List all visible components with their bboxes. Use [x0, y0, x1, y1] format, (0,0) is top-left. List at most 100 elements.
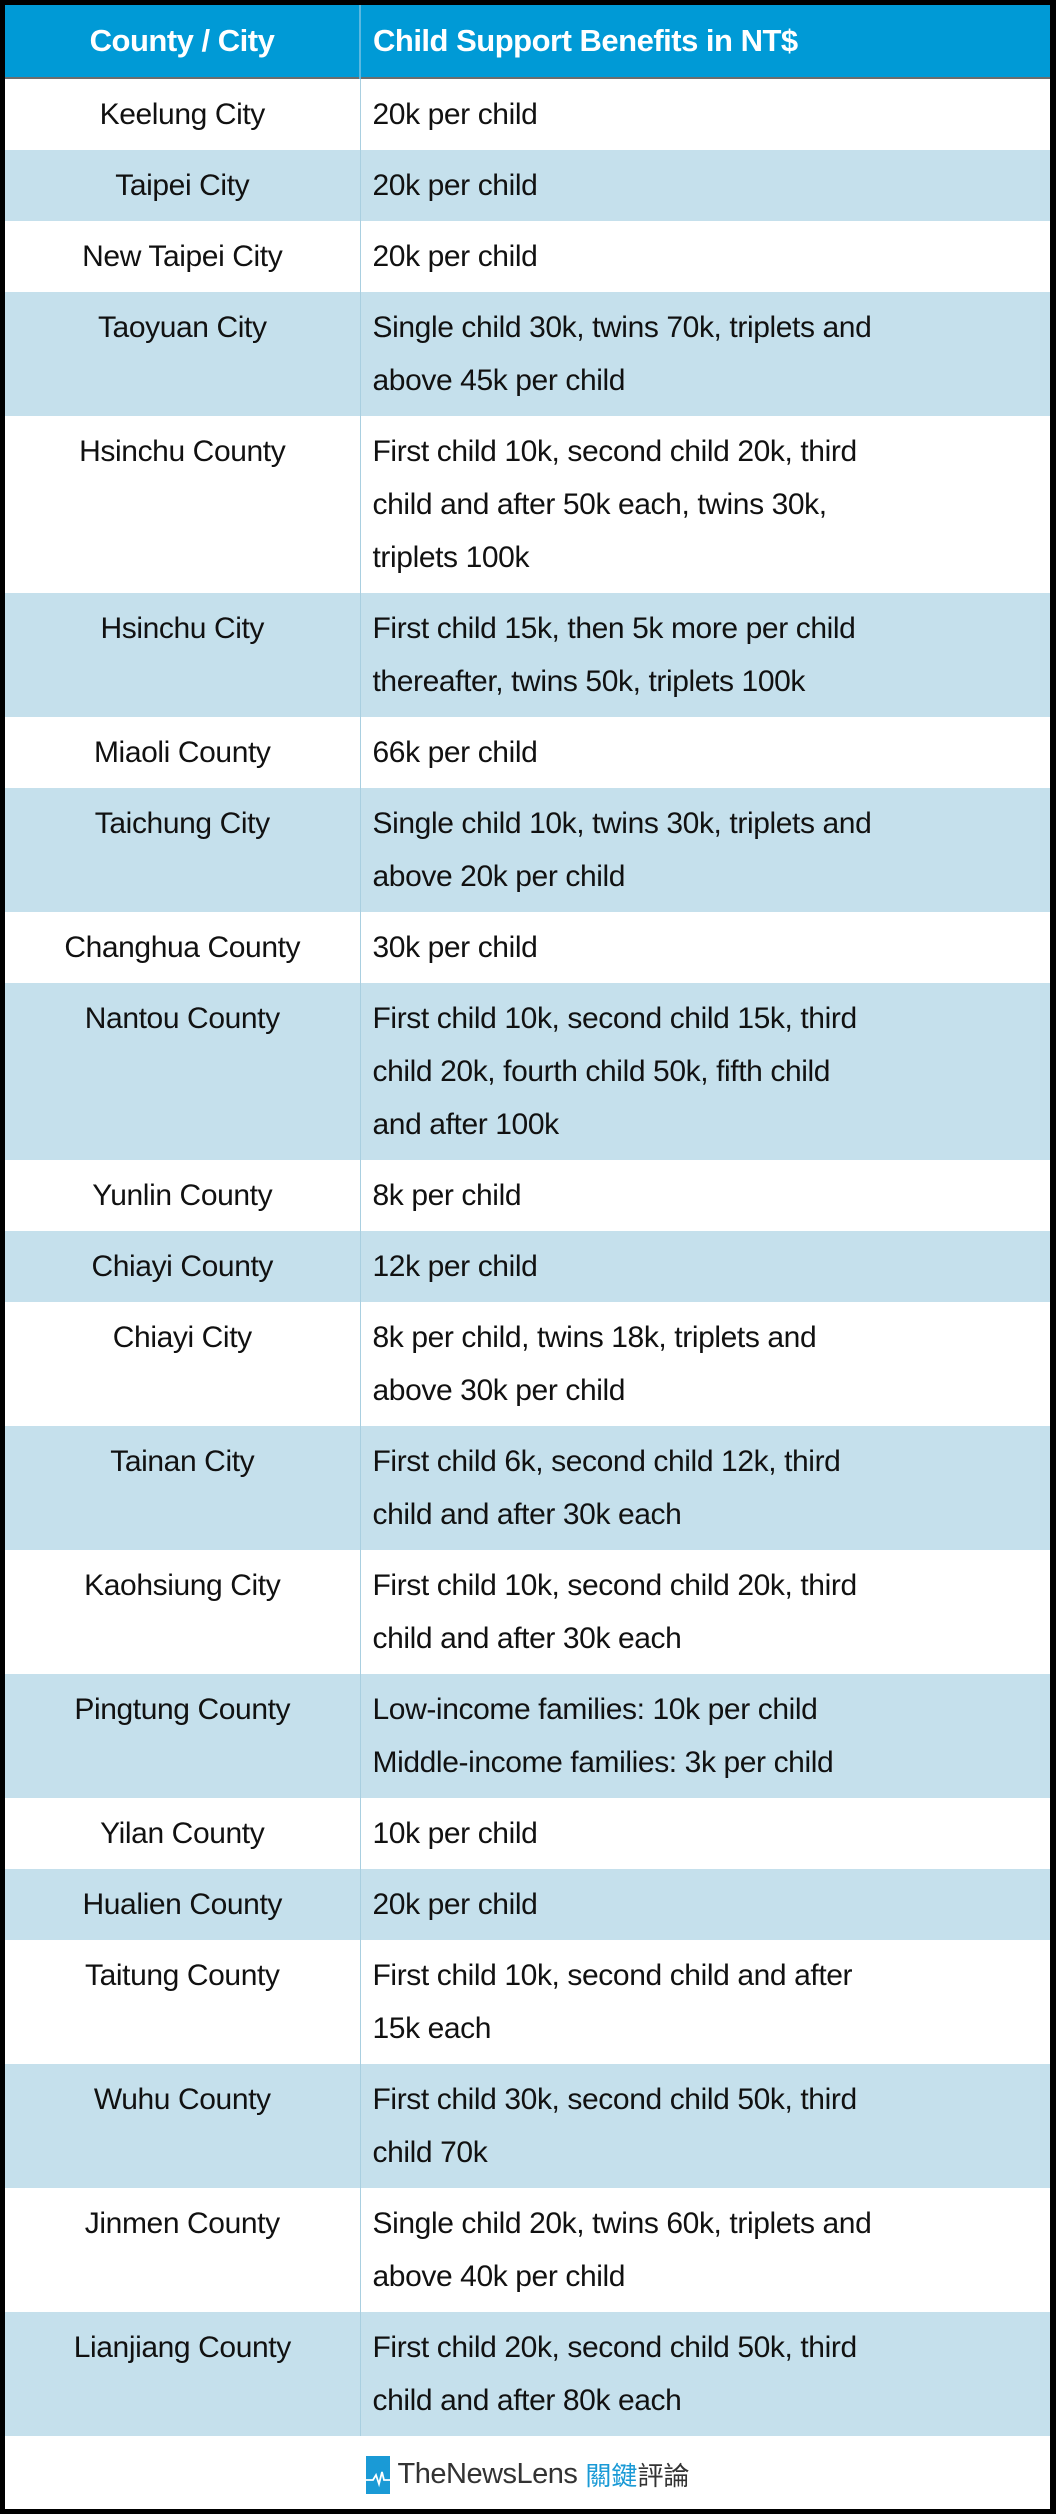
table-row: Taitung County First child 10k, second ch… [5, 1940, 1050, 2064]
county-cell: Hualien County [5, 1869, 361, 1940]
table-row: Tainan City First child 6k, second child … [5, 1426, 1050, 1550]
county-cell: Hsinchu County [5, 416, 361, 593]
county-cell: Taichung City [5, 788, 361, 912]
header-county: County / City [5, 5, 361, 78]
benefit-line: Single child 30k, twins 70k, triplets an… [372, 311, 872, 344]
benefit-cell: First child 6k, second child 12k, third c… [360, 1426, 1050, 1550]
benefit-cell: Single child 10k, twins 30k, triplets an… [360, 788, 1050, 912]
benefit-line: 20k per child [372, 169, 538, 202]
benefit-line: and after 100k [372, 1108, 560, 1141]
benefit-line: above 20k per child [372, 860, 626, 893]
benefit-line: 30k per child [372, 931, 538, 964]
table-row: Lianjiang County First child 20k, second … [5, 2312, 1050, 2436]
table-row: Chiayi County 12k per child [5, 1231, 1050, 1302]
table-row: Taipei City 20k per child [5, 150, 1050, 221]
benefit-line: Low-income families: 10k per child [372, 1693, 818, 1726]
benefit-cell: 20k per child [360, 221, 1050, 292]
benefit-line: Single child 10k, twins 30k, triplets an… [372, 807, 872, 840]
footer-logo: TheNewsLens 關鍵評論 [5, 2436, 1050, 2513]
benefit-line: First child 10k, second child 15k, third [372, 1002, 858, 1035]
benefit-cell: 10k per child [360, 1798, 1050, 1869]
table-row: Taichung City Single child 10k, twins 30k… [5, 788, 1050, 912]
county-cell: Nantou County [5, 983, 361, 1160]
benefit-line: above 40k per child [372, 2260, 626, 2293]
benefit-cell: First child 10k, second child 20k, third… [360, 1550, 1050, 1674]
benefit-line: child 70k [372, 2136, 488, 2169]
benefit-cell: First child 15k, then 5k more per child t… [360, 593, 1050, 717]
brand-zh-b: 評論 [637, 2461, 690, 2491]
benefit-cell: 8k per child [360, 1160, 1050, 1231]
benefit-line: First child 30k, second child 50k, third [372, 2083, 858, 2116]
benefit-cell: 20k per child [360, 78, 1050, 150]
table-row: Keelung City 20k per child [5, 78, 1050, 150]
benefit-cell: First child 10k, second child and after 1… [360, 1940, 1050, 2064]
benefit-cell: Single child 30k, twins 70k, triplets an… [360, 292, 1050, 416]
table-row: Nantou County First child 10k, second chi… [5, 983, 1050, 1160]
benefit-line: 10k per child [372, 1817, 538, 1850]
table-row: Pingtung County Low-income families: 10k … [5, 1674, 1050, 1798]
benefit-line: triplets 100k [372, 541, 530, 574]
benefit-line: thereafter, twins 50k, triplets 100k [372, 665, 806, 698]
county-cell: Wuhu County [5, 2064, 361, 2188]
benefit-cell: First child 20k, second child 50k, third… [360, 2312, 1050, 2436]
table-header-row: County / City Child Support Benefits in … [5, 5, 1050, 78]
county-cell: Yunlin County [5, 1160, 361, 1231]
county-cell: Lianjiang County [5, 2312, 361, 2436]
table-row: Kaohsiung City First child 10k, second ch… [5, 1550, 1050, 1674]
benefit-line: child and after 50k each, twins 30k, [372, 488, 828, 521]
benefit-line: First child 6k, second child 12k, third [372, 1445, 841, 1478]
table-row: Miaoli County 66k per child [5, 717, 1050, 788]
table-row: Hualien County 20k per child [5, 1869, 1050, 1940]
county-cell: Taipei City [5, 150, 361, 221]
county-cell: Jinmen County [5, 2188, 361, 2312]
heartbeat-logo-icon [365, 2455, 390, 2494]
benefit-line: above 30k per child [372, 1374, 626, 1407]
header-benefits: Child Support Benefits in NT$ [360, 5, 1050, 78]
benefit-cell: 12k per child [360, 1231, 1050, 1302]
county-cell: Pingtung County [5, 1674, 361, 1798]
table-row: Taoyuan City Single child 30k, twins 70k,… [5, 292, 1050, 416]
county-cell: Taitung County [5, 1940, 361, 2064]
benefits-table: County / City Child Support Benefits in … [5, 5, 1050, 2436]
brand-name: TheNewsLens [397, 2458, 578, 2490]
benefit-cell: 20k per child [360, 1869, 1050, 1940]
benefit-cell: 66k per child [360, 717, 1050, 788]
benefit-line: First child 10k, second child 20k, third [372, 435, 858, 468]
table-row: Hsinchu County First child 10k, second ch… [5, 416, 1050, 593]
benefit-line: 20k per child [372, 98, 538, 131]
benefit-cell: 30k per child [360, 912, 1050, 983]
table-row: New Taipei City 20k per child [5, 221, 1050, 292]
benefit-line: child and after 30k each [372, 1622, 682, 1655]
benefit-line: 12k per child [372, 1250, 538, 1283]
county-cell: Changhua County [5, 912, 361, 983]
benefit-line: Single child 20k, twins 60k, triplets an… [372, 2207, 872, 2240]
county-cell: Hsinchu City [5, 593, 361, 717]
benefit-line: Middle-income families: 3k per child [372, 1746, 834, 1779]
table-row: Wuhu County First child 30k, second child… [5, 2064, 1050, 2188]
benefit-cell: Low-income families: 10k per child Middle… [360, 1674, 1050, 1798]
county-cell: Taoyuan City [5, 292, 361, 416]
benefit-line: 15k each [372, 2012, 492, 2045]
county-cell: Kaohsiung City [5, 1550, 361, 1674]
benefits-table-card: County / City Child Support Benefits in … [5, 5, 1050, 2509]
benefit-line: child 20k, fourth child 50k, fifth child [372, 1055, 831, 1088]
table-row: Yilan County 10k per child [5, 1798, 1050, 1869]
county-cell: Chiayi City [5, 1302, 361, 1426]
benefit-cell: 20k per child [360, 150, 1050, 221]
table-row: Hsinchu City First child 15k, then 5k mor… [5, 593, 1050, 717]
table-row: Yunlin County 8k per child [5, 1160, 1050, 1231]
benefit-cell: First child 10k, second child 20k, third… [360, 416, 1050, 593]
county-cell: Yilan County [5, 1798, 361, 1869]
benefit-cell: First child 30k, second child 50k, third… [360, 2064, 1050, 2188]
benefit-line: 8k per child, twins 18k, triplets and [372, 1321, 817, 1354]
benefit-line: 8k per child [372, 1179, 522, 1212]
county-cell: New Taipei City [5, 221, 361, 292]
table-row: Chiayi City 8k per child, twins 18k, trip… [5, 1302, 1050, 1426]
benefit-line: child and after 80k each [372, 2384, 682, 2417]
benefit-line: First child 10k, second child and after [372, 1959, 853, 1992]
benefit-line: First child 15k, then 5k more per child [372, 612, 856, 645]
benefit-line: 66k per child [372, 736, 538, 769]
brand-zh-a: 關鍵 [585, 2461, 638, 2491]
benefit-line: 20k per child [372, 240, 538, 273]
county-cell: Keelung City [5, 78, 361, 150]
